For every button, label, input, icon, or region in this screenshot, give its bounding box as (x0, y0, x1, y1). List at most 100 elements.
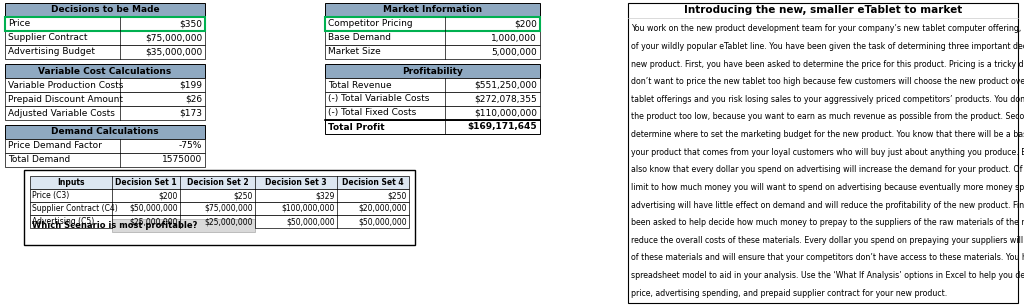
Text: Price Demand Factor: Price Demand Factor (8, 141, 101, 151)
Bar (325, 17, 540, 31)
Bar (5, 139, 205, 153)
Text: Advertising (C5): Advertising (C5) (32, 217, 94, 226)
Text: $350: $350 (179, 19, 202, 29)
Text: advertising will have little effect on demand and will reduce the profitability : advertising will have little effect on d… (631, 201, 1024, 209)
Text: of your wildly popular eTablet line. You have been given the task of determining: of your wildly popular eTablet line. You… (631, 42, 1024, 51)
Text: Advertising Budget: Advertising Budget (8, 47, 95, 56)
Bar (5, 45, 205, 59)
Bar (30, 189, 409, 202)
Text: $200: $200 (159, 191, 178, 200)
Bar (325, 106, 540, 120)
Text: the product too low, because you want to earn as much revenue as possible from t: the product too low, because you want to… (631, 112, 1024, 121)
Text: $199: $199 (179, 80, 202, 90)
Text: Decision Set 2: Decision Set 2 (186, 178, 248, 187)
Text: Introducing the new, smaller eTablet to market: Introducing the new, smaller eTablet to … (684, 5, 963, 15)
Text: Decision Set 4: Decision Set 4 (342, 178, 403, 187)
Text: 1575000: 1575000 (162, 156, 202, 164)
Text: $329: $329 (315, 191, 335, 200)
Text: $169,171,645: $169,171,645 (467, 123, 537, 132)
Text: Market Information: Market Information (383, 6, 482, 14)
Text: $25,000,000: $25,000,000 (129, 217, 178, 226)
Text: 1,000,000: 1,000,000 (492, 34, 537, 43)
Bar (325, 3, 540, 17)
Text: Total Revenue: Total Revenue (328, 80, 391, 90)
Bar (112, 219, 255, 232)
Text: price, advertising spending, and prepaid supplier contract for your new product.: price, advertising spending, and prepaid… (631, 289, 947, 298)
Text: $173: $173 (179, 108, 202, 117)
Text: Decisions to be Made: Decisions to be Made (50, 6, 160, 14)
Bar (5, 125, 205, 139)
Text: $250: $250 (388, 191, 407, 200)
Bar (5, 78, 205, 92)
Text: Variable Production Costs: Variable Production Costs (8, 80, 123, 90)
Text: Profitability: Profitability (402, 67, 463, 75)
Text: Variable Cost Calculations: Variable Cost Calculations (38, 67, 172, 75)
Text: $20,000,000: $20,000,000 (358, 204, 407, 213)
Text: new product. First, you have been asked to determine the price for this product.: new product. First, you have been asked … (631, 59, 1024, 69)
Text: $50,000,000: $50,000,000 (358, 217, 407, 226)
Text: Supplier Contract (C4): Supplier Contract (C4) (32, 204, 118, 213)
Text: Price: Price (8, 19, 31, 29)
Text: $50,000,000: $50,000,000 (129, 204, 178, 213)
Text: Competitor Pricing: Competitor Pricing (328, 19, 413, 29)
Text: tablet offerings and you risk losing sales to your aggressively priced competito: tablet offerings and you risk losing sal… (631, 95, 1024, 104)
Text: Which Scenario is most profitable?: Which Scenario is most profitable? (32, 221, 198, 230)
Bar (325, 120, 540, 134)
Text: Base Demand: Base Demand (328, 34, 391, 43)
Text: Inputs: Inputs (57, 178, 85, 187)
Text: your product that comes from your loyal customers who will buy just about anythi: your product that comes from your loyal … (631, 148, 1024, 157)
Bar (628, 3, 1018, 303)
Bar (325, 17, 540, 31)
Text: don’t want to price the new tablet too high because few customers will choose th: don’t want to price the new tablet too h… (631, 77, 1024, 86)
Text: reduce the overall costs of these materials. Every dollar you spend on prepaying: reduce the overall costs of these materi… (631, 236, 1024, 245)
Text: $110,000,000: $110,000,000 (474, 108, 537, 117)
Bar (30, 215, 409, 228)
Bar (5, 153, 205, 167)
Bar (5, 92, 205, 106)
Bar (30, 202, 409, 215)
Text: $551,250,000: $551,250,000 (474, 80, 537, 90)
Text: $350: $350 (179, 19, 202, 29)
Text: $200: $200 (514, 19, 537, 29)
Text: Adjusted Variable Costs: Adjusted Variable Costs (8, 108, 115, 117)
Text: $26: $26 (185, 95, 202, 103)
Text: of these materials and will ensure that your competitors don’t have access to th: of these materials and will ensure that … (631, 253, 1024, 262)
Text: Decision Set 3: Decision Set 3 (265, 178, 327, 187)
Bar (5, 17, 205, 31)
Text: $35,000,000: $35,000,000 (144, 47, 202, 56)
Text: limit to how much money you will want to spend on advertising because eventually: limit to how much money you will want to… (631, 183, 1024, 192)
Text: Total Profit: Total Profit (328, 123, 385, 132)
Bar (325, 31, 540, 45)
Text: $272,078,355: $272,078,355 (474, 95, 537, 103)
Text: Competitor Pricing: Competitor Pricing (328, 19, 413, 29)
Bar (325, 78, 540, 92)
Bar (5, 64, 205, 78)
Bar (5, 17, 205, 31)
Text: $250: $250 (233, 191, 253, 200)
Bar (325, 92, 540, 106)
Text: Demand Calculations: Demand Calculations (51, 128, 159, 136)
Text: also know that every dollar you spend on advertising will increase the demand fo: also know that every dollar you spend on… (631, 165, 1024, 174)
Text: spreadsheet model to aid in your analysis. Use the ‘What If Analysis’ options in: spreadsheet model to aid in your analysi… (631, 271, 1024, 280)
Bar (325, 64, 540, 78)
Text: (-) Total Variable Costs: (-) Total Variable Costs (328, 95, 429, 103)
Bar (325, 45, 540, 59)
Bar (5, 31, 205, 45)
Text: $75,000,000: $75,000,000 (205, 204, 253, 213)
Text: $25,000,000: $25,000,000 (205, 217, 253, 226)
Text: $50,000,000: $50,000,000 (287, 217, 335, 226)
Text: Price (C3): Price (C3) (32, 191, 70, 200)
Bar (5, 3, 205, 17)
Text: (-) Total Fixed Costs: (-) Total Fixed Costs (328, 108, 416, 117)
Text: Decision Set 1: Decision Set 1 (115, 178, 177, 187)
Text: Total Demand: Total Demand (8, 156, 71, 164)
Text: determine where to set the marketing budget for the new product. You know that t: determine where to set the marketing bud… (631, 130, 1024, 139)
Text: Prepaid Discount Amount: Prepaid Discount Amount (8, 95, 123, 103)
Text: $100,000,000: $100,000,000 (282, 204, 335, 213)
Text: Market Size: Market Size (328, 47, 381, 56)
Text: Supplier Contract: Supplier Contract (8, 34, 87, 43)
Text: Price: Price (8, 19, 31, 29)
Text: 5,000,000: 5,000,000 (492, 47, 537, 56)
Text: You work on the new product development team for your company’s new tablet compu: You work on the new product development … (631, 24, 1024, 33)
Text: $200: $200 (514, 19, 537, 29)
